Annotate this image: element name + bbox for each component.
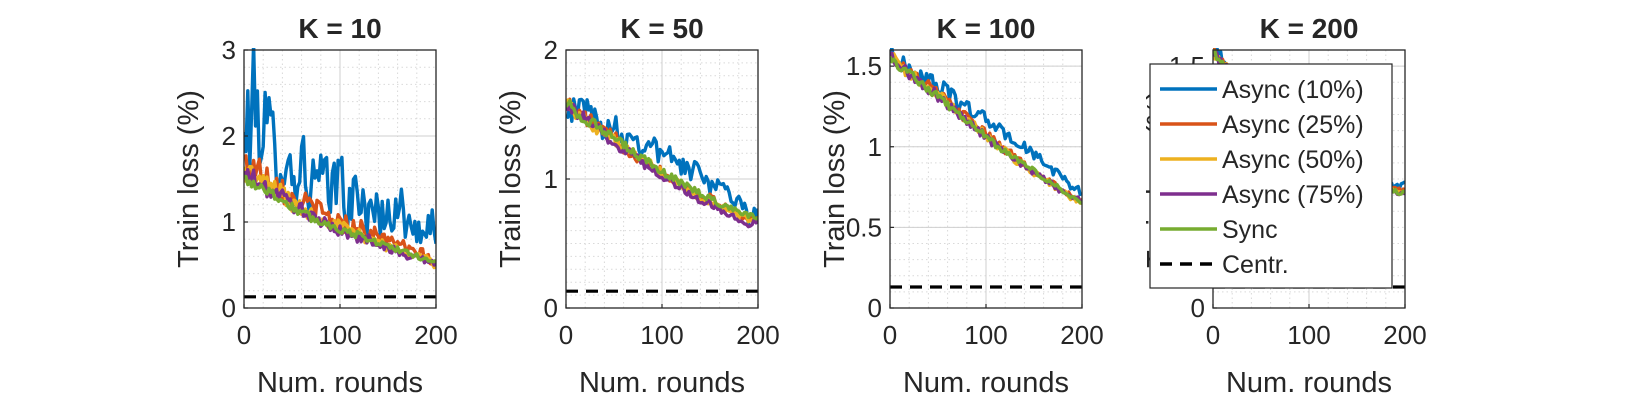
y-axis-label: Train loss (%) (819, 90, 851, 268)
y-tick-label: 2 (544, 35, 558, 65)
series-group (244, 48, 436, 299)
legend-box (1149, 63, 1393, 289)
x-tick-label: 0 (559, 320, 573, 350)
x-tick-label: 0 (883, 320, 897, 350)
panel-k-50: 0 100 200 0 1 2 K = 50 Num. rounds Train loss (%… (495, 13, 780, 399)
x-axis-label: Num. rounds (579, 367, 745, 399)
series-line-sync (890, 56, 1082, 205)
series-line-sync (244, 174, 436, 264)
ticks: 0 100 200 0 0.5 1 1.5 (846, 51, 1104, 350)
legend-label-async-10: Async (10%) (1222, 76, 1364, 104)
y-tick-label: 0 (868, 293, 882, 323)
legend-label-centr: Centr. (1222, 251, 1289, 279)
legend: Async (10%) Async (25%) Async (50%) Async (… (1149, 63, 1393, 289)
series-line-async-75 (244, 168, 436, 267)
series-group (566, 97, 758, 293)
x-tick-label: 200 (1383, 320, 1426, 350)
x-tick-label: 200 (736, 320, 779, 350)
y-axis-label: Train loss (%) (173, 90, 205, 268)
series-line-async-10 (890, 48, 1082, 197)
y-axis-label: Train loss (%) (495, 90, 527, 268)
legend-label-async-75: Async (75%) (1222, 181, 1364, 209)
x-tick-label: 100 (1287, 320, 1330, 350)
panel-k-100: 0 100 200 0 0.5 1 1.5 K = 100 Num. rounds Train l… (819, 13, 1104, 399)
y-tick-label: 0 (222, 293, 236, 323)
x-axis-label: Num. rounds (903, 367, 1069, 399)
y-tick-label: 0 (1191, 293, 1205, 323)
legend-label-async-50: Async (50%) (1222, 146, 1364, 174)
legend-label-async-25: Async (25%) (1222, 111, 1364, 139)
y-tick-label: 1 (222, 207, 236, 237)
ticks: 0 100 200 0 1 2 (544, 35, 780, 350)
x-axis-label: Num. rounds (1226, 367, 1392, 399)
x-tick-label: 100 (964, 320, 1007, 350)
x-tick-label: 0 (1206, 320, 1220, 350)
x-tick-label: 200 (1060, 320, 1103, 350)
series-line-sync (566, 99, 758, 221)
x-tick-label: 200 (414, 320, 457, 350)
series-group (890, 48, 1082, 289)
ticks: 0 100 200 0 1 2 3 (222, 35, 458, 350)
y-tick-label: 2 (222, 121, 236, 151)
y-tick-label: 0 (544, 293, 558, 323)
y-tick-label: 1.5 (846, 51, 882, 81)
x-tick-label: 0 (237, 320, 251, 350)
panel-title: K = 10 (298, 13, 381, 44)
panel-k-10: 0 100 200 0 1 2 3 K = 10 Num. rounds Train loss (… (173, 13, 458, 399)
series-line-async-75 (566, 102, 758, 229)
x-tick-label: 100 (318, 320, 361, 350)
y-tick-label: 3 (222, 35, 236, 65)
y-tick-label: 1 (868, 132, 882, 162)
x-axis-label: Num. rounds (257, 367, 423, 399)
panel-title: K = 50 (620, 13, 703, 44)
panel-title: K = 100 (937, 13, 1036, 44)
series-line-async-10 (244, 48, 436, 245)
x-tick-label: 100 (640, 320, 683, 350)
y-tick-label: 1 (544, 164, 558, 194)
legend-label-sync: Sync (1222, 216, 1278, 244)
panel-title: K = 200 (1260, 13, 1359, 44)
y-tick-label: 0.5 (846, 212, 882, 242)
